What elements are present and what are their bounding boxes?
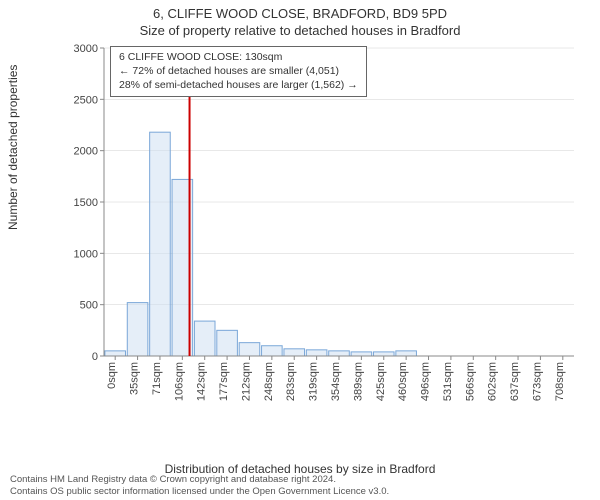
chart-svg: 0 500 1000 1500 2000 2500 3000 0sqm 35sqm 71sqm 10…: [70, 44, 580, 414]
histogram-bar: [262, 346, 283, 356]
histogram-bar: [194, 321, 215, 356]
chart-title-line2: Size of property relative to detached ho…: [0, 21, 600, 38]
footer-line1: Contains HM Land Registry data © Crown c…: [10, 474, 389, 485]
y-axis-label: Number of detached properties: [6, 65, 20, 230]
svg-text:106sqm: 106sqm: [173, 362, 185, 401]
svg-text:708sqm: 708sqm: [554, 362, 566, 401]
svg-text:1000: 1000: [74, 248, 98, 260]
histogram-bar: [217, 330, 238, 356]
annotation-line1: 6 CLIFFE WOOD CLOSE: 130sqm: [119, 50, 358, 64]
svg-text:354sqm: 354sqm: [330, 362, 342, 401]
svg-text:212sqm: 212sqm: [240, 362, 252, 401]
svg-text:425sqm: 425sqm: [375, 362, 387, 401]
annotation-box: 6 CLIFFE WOOD CLOSE: 130sqm ← 72% of det…: [110, 46, 367, 97]
histogram-bar: [306, 350, 327, 356]
histogram-bar: [329, 351, 350, 356]
svg-text:531sqm: 531sqm: [442, 362, 454, 401]
svg-text:460sqm: 460sqm: [397, 362, 409, 401]
svg-text:71sqm: 71sqm: [151, 362, 163, 395]
svg-text:637sqm: 637sqm: [509, 362, 521, 401]
svg-text:3000: 3000: [74, 44, 98, 55]
chart-title-line1: 6, CLIFFE WOOD CLOSE, BRADFORD, BD9 5PD: [0, 0, 600, 21]
svg-text:389sqm: 389sqm: [352, 362, 364, 401]
svg-text:35sqm: 35sqm: [129, 362, 141, 395]
histogram-bar: [351, 352, 372, 356]
histogram-bar: [396, 351, 417, 356]
histogram-bar: [284, 349, 305, 356]
svg-text:248sqm: 248sqm: [263, 362, 275, 401]
annotation-line2: ← 72% of detached houses are smaller (4,…: [119, 64, 358, 78]
histogram-bar: [239, 343, 260, 356]
svg-text:496sqm: 496sqm: [420, 362, 432, 401]
svg-text:602sqm: 602sqm: [487, 362, 499, 401]
histogram-bar: [373, 352, 394, 356]
histogram-bar: [105, 351, 126, 356]
chart-container: 6, CLIFFE WOOD CLOSE, BRADFORD, BD9 5PD …: [0, 0, 600, 500]
footer-attribution: Contains HM Land Registry data © Crown c…: [10, 474, 389, 497]
svg-text:1500: 1500: [74, 197, 98, 209]
histogram-bar: [150, 132, 171, 356]
svg-text:673sqm: 673sqm: [531, 362, 543, 401]
svg-text:2500: 2500: [74, 94, 98, 106]
svg-text:500: 500: [80, 300, 98, 312]
annotation-line3: 28% of semi-detached houses are larger (…: [119, 78, 358, 92]
plot-area: 0 500 1000 1500 2000 2500 3000 0sqm 35sqm 71sqm 10…: [70, 44, 580, 414]
svg-text:177sqm: 177sqm: [218, 362, 230, 401]
svg-text:0: 0: [92, 351, 98, 363]
histogram-bar: [127, 303, 148, 356]
svg-text:283sqm: 283sqm: [285, 362, 297, 401]
footer-line2: Contains OS public sector information li…: [10, 486, 389, 497]
svg-text:0sqm: 0sqm: [106, 362, 118, 389]
svg-text:319sqm: 319sqm: [308, 362, 320, 401]
svg-text:566sqm: 566sqm: [464, 362, 476, 401]
svg-text:142sqm: 142sqm: [196, 362, 208, 401]
svg-text:2000: 2000: [74, 146, 98, 158]
